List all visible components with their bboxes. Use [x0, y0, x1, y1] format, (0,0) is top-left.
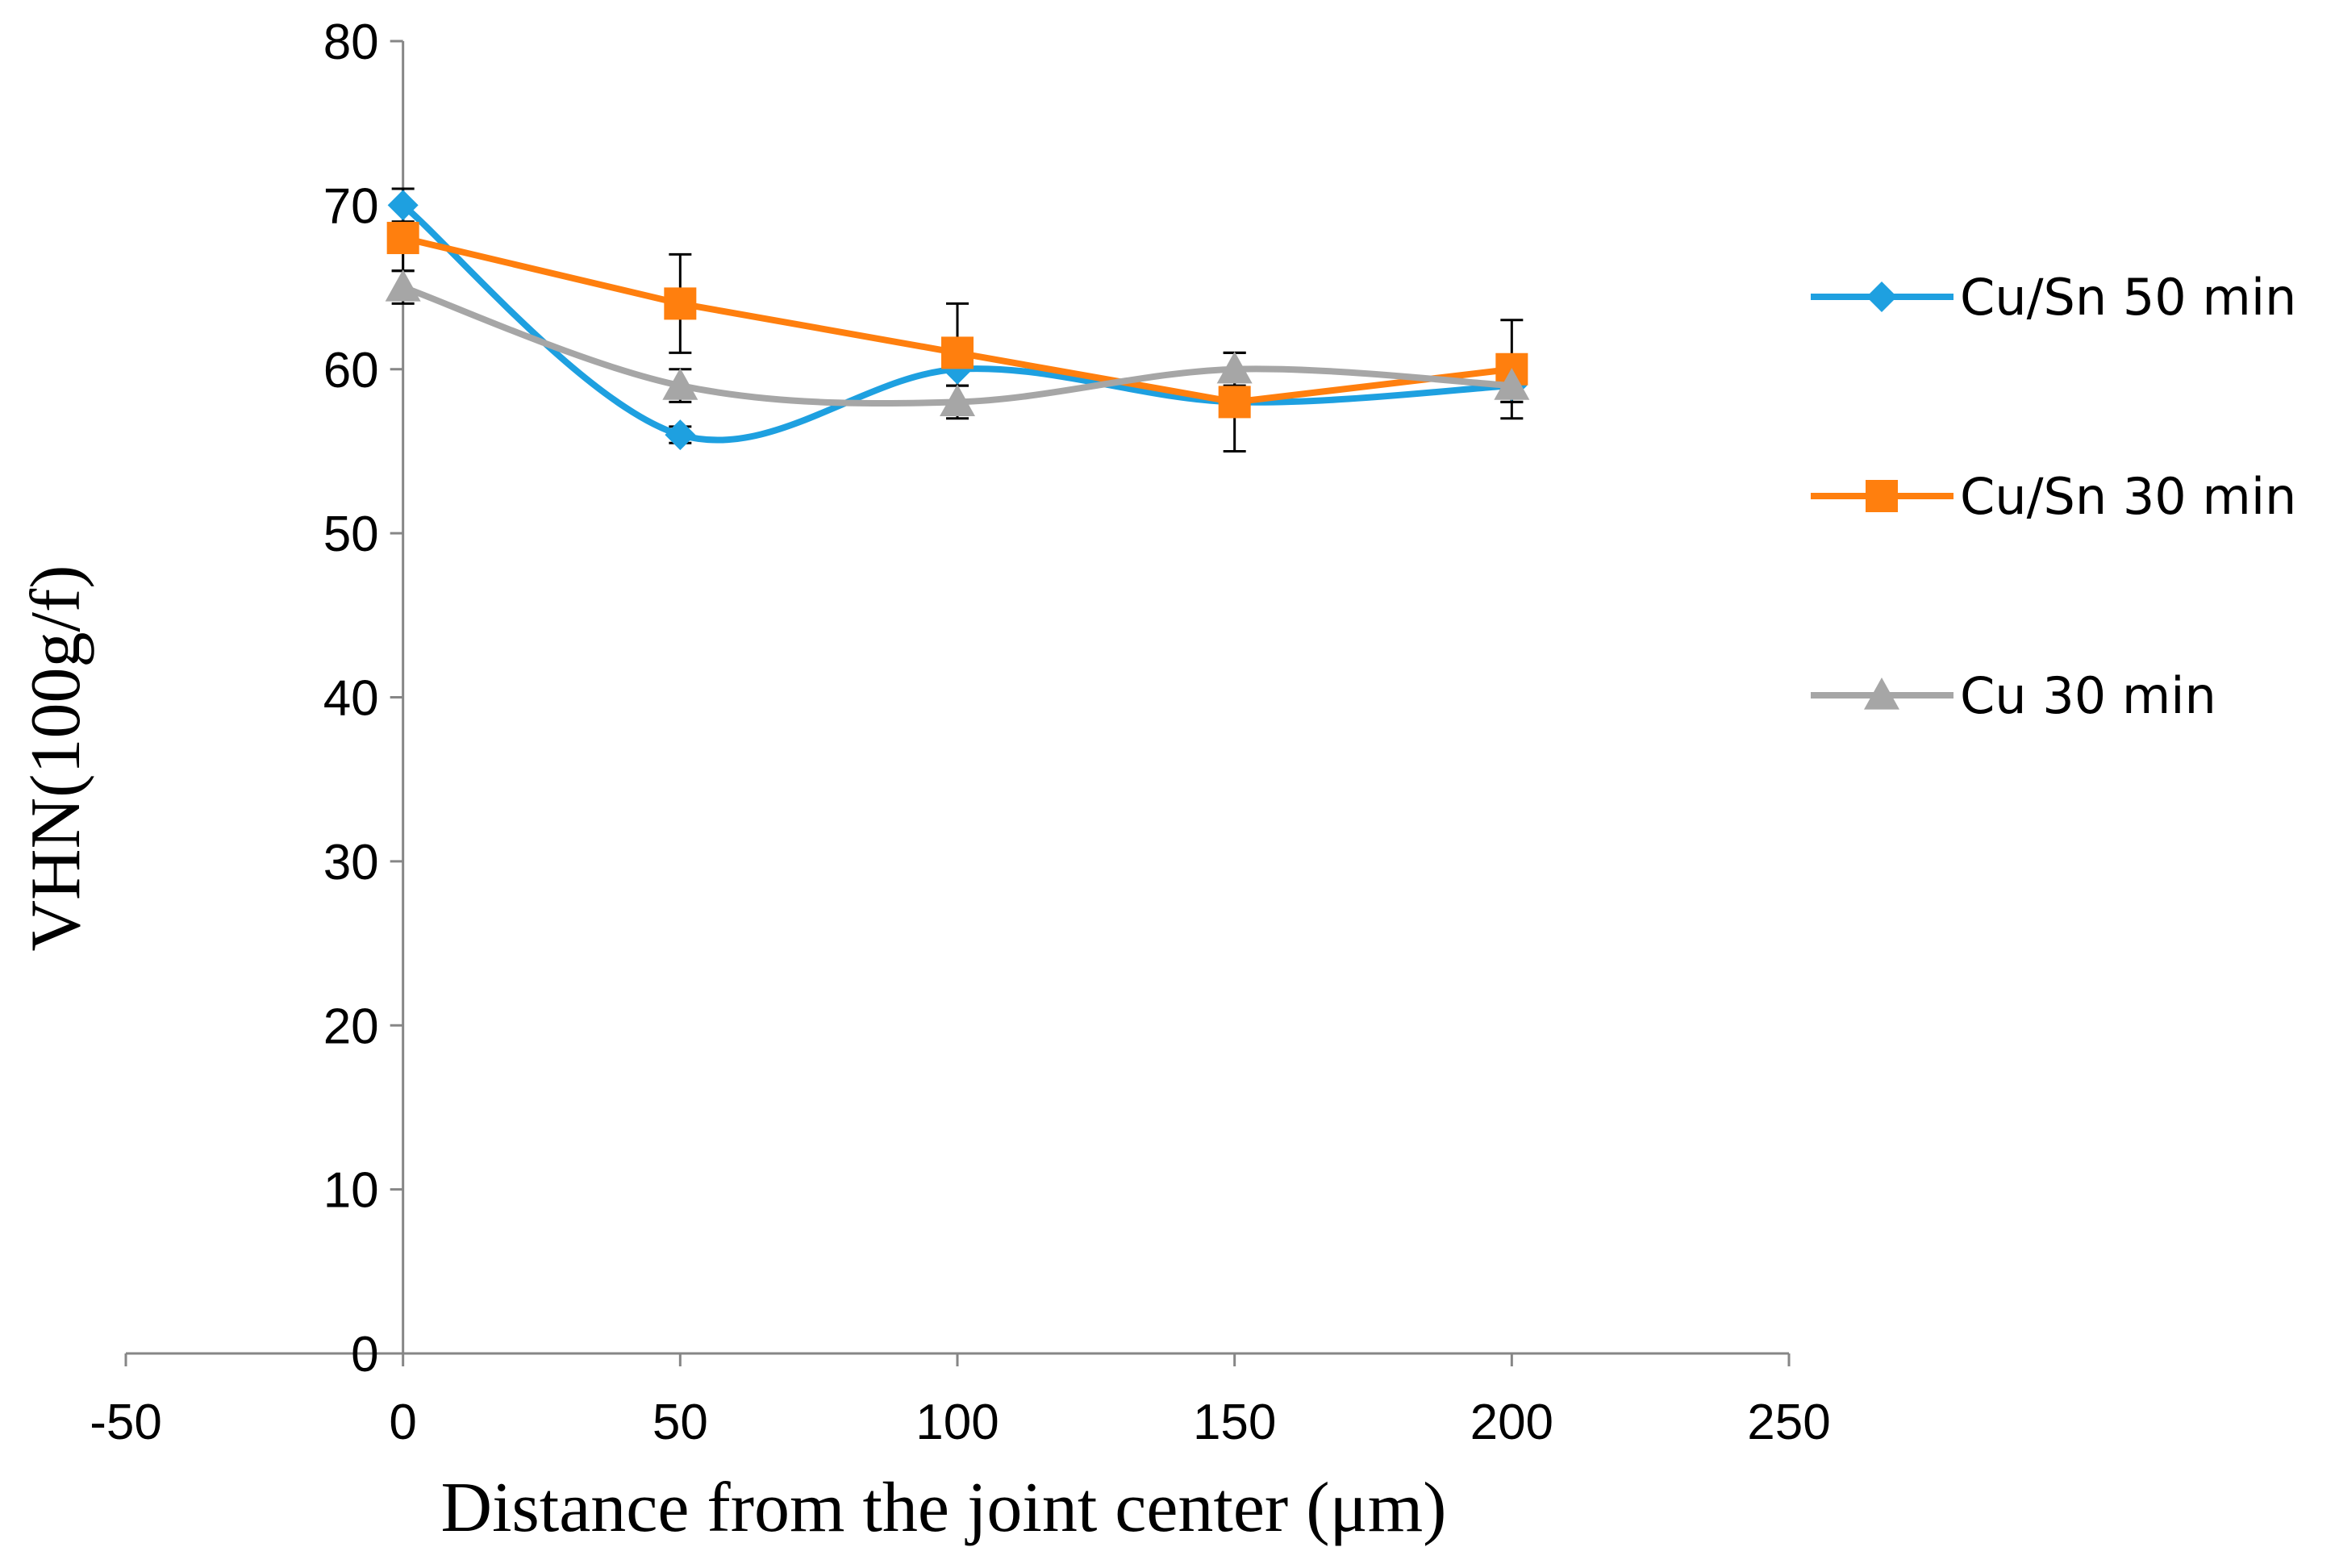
y-tick-label: 0 [351, 1327, 378, 1382]
y-tick-label: 10 [323, 1163, 379, 1219]
y-tick-label: 60 [323, 343, 379, 398]
x-axis-title: Distance from the joint center (μm) [441, 1469, 1447, 1547]
y-tick-label: 30 [323, 835, 379, 890]
y-ticks: 0 10 20 30 40 50 60 70 80 [323, 15, 403, 1382]
y-tick-label: 50 [323, 507, 379, 562]
series-cu-sn-30-min [386, 222, 1528, 419]
y-tick-label: 20 [323, 999, 379, 1054]
data-point [941, 336, 974, 369]
axes: 0 10 20 30 40 50 60 70 80 -50 0 50 100 150 200 250 [90, 15, 1831, 1450]
legend-label: Cu/Sn 50 min [1960, 268, 2296, 327]
legend-item: Cu/Sn 50 min [1811, 268, 2296, 327]
data-point [940, 384, 975, 417]
data-point [386, 222, 419, 255]
x-tick-label: 200 [1470, 1395, 1553, 1450]
y-tick-label: 80 [323, 15, 379, 70]
x-tick-label: 100 [915, 1395, 999, 1450]
x-tick-label: -50 [90, 1395, 162, 1450]
legend: Cu/Sn 50 min Cu/Sn 30 min Cu 30 min [1811, 268, 2296, 725]
legend-marker [1864, 678, 1899, 710]
y-tick-label: 70 [323, 178, 379, 234]
data-point [387, 190, 419, 221]
x-tick-label: 150 [1193, 1395, 1276, 1450]
legend-item: Cu 30 min [1811, 666, 2216, 725]
data-point [665, 419, 696, 451]
legend-label: Cu 30 min [1960, 666, 2216, 725]
data-point [385, 269, 421, 302]
y-tick-label: 40 [323, 671, 379, 727]
legend-marker [1866, 281, 1897, 312]
data-point [662, 368, 698, 400]
x-ticks: -50 0 50 100 150 200 250 [90, 1353, 1831, 1450]
legend-label: Cu/Sn 30 min [1960, 467, 2296, 526]
series-cu-30-min [385, 269, 1530, 417]
legend-marker [1866, 480, 1898, 512]
data-point [1494, 368, 1530, 400]
data-point [1216, 351, 1253, 384]
x-tick-label: 0 [389, 1395, 416, 1450]
series-group [385, 190, 1530, 451]
legend-item: Cu/Sn 30 min [1811, 467, 2296, 526]
data-point [1218, 386, 1251, 419]
x-tick-label: 250 [1747, 1395, 1830, 1450]
x-tick-label: 50 [653, 1395, 708, 1450]
y-axis-title: VHN(100g/f) [17, 565, 95, 951]
data-point [664, 287, 697, 320]
